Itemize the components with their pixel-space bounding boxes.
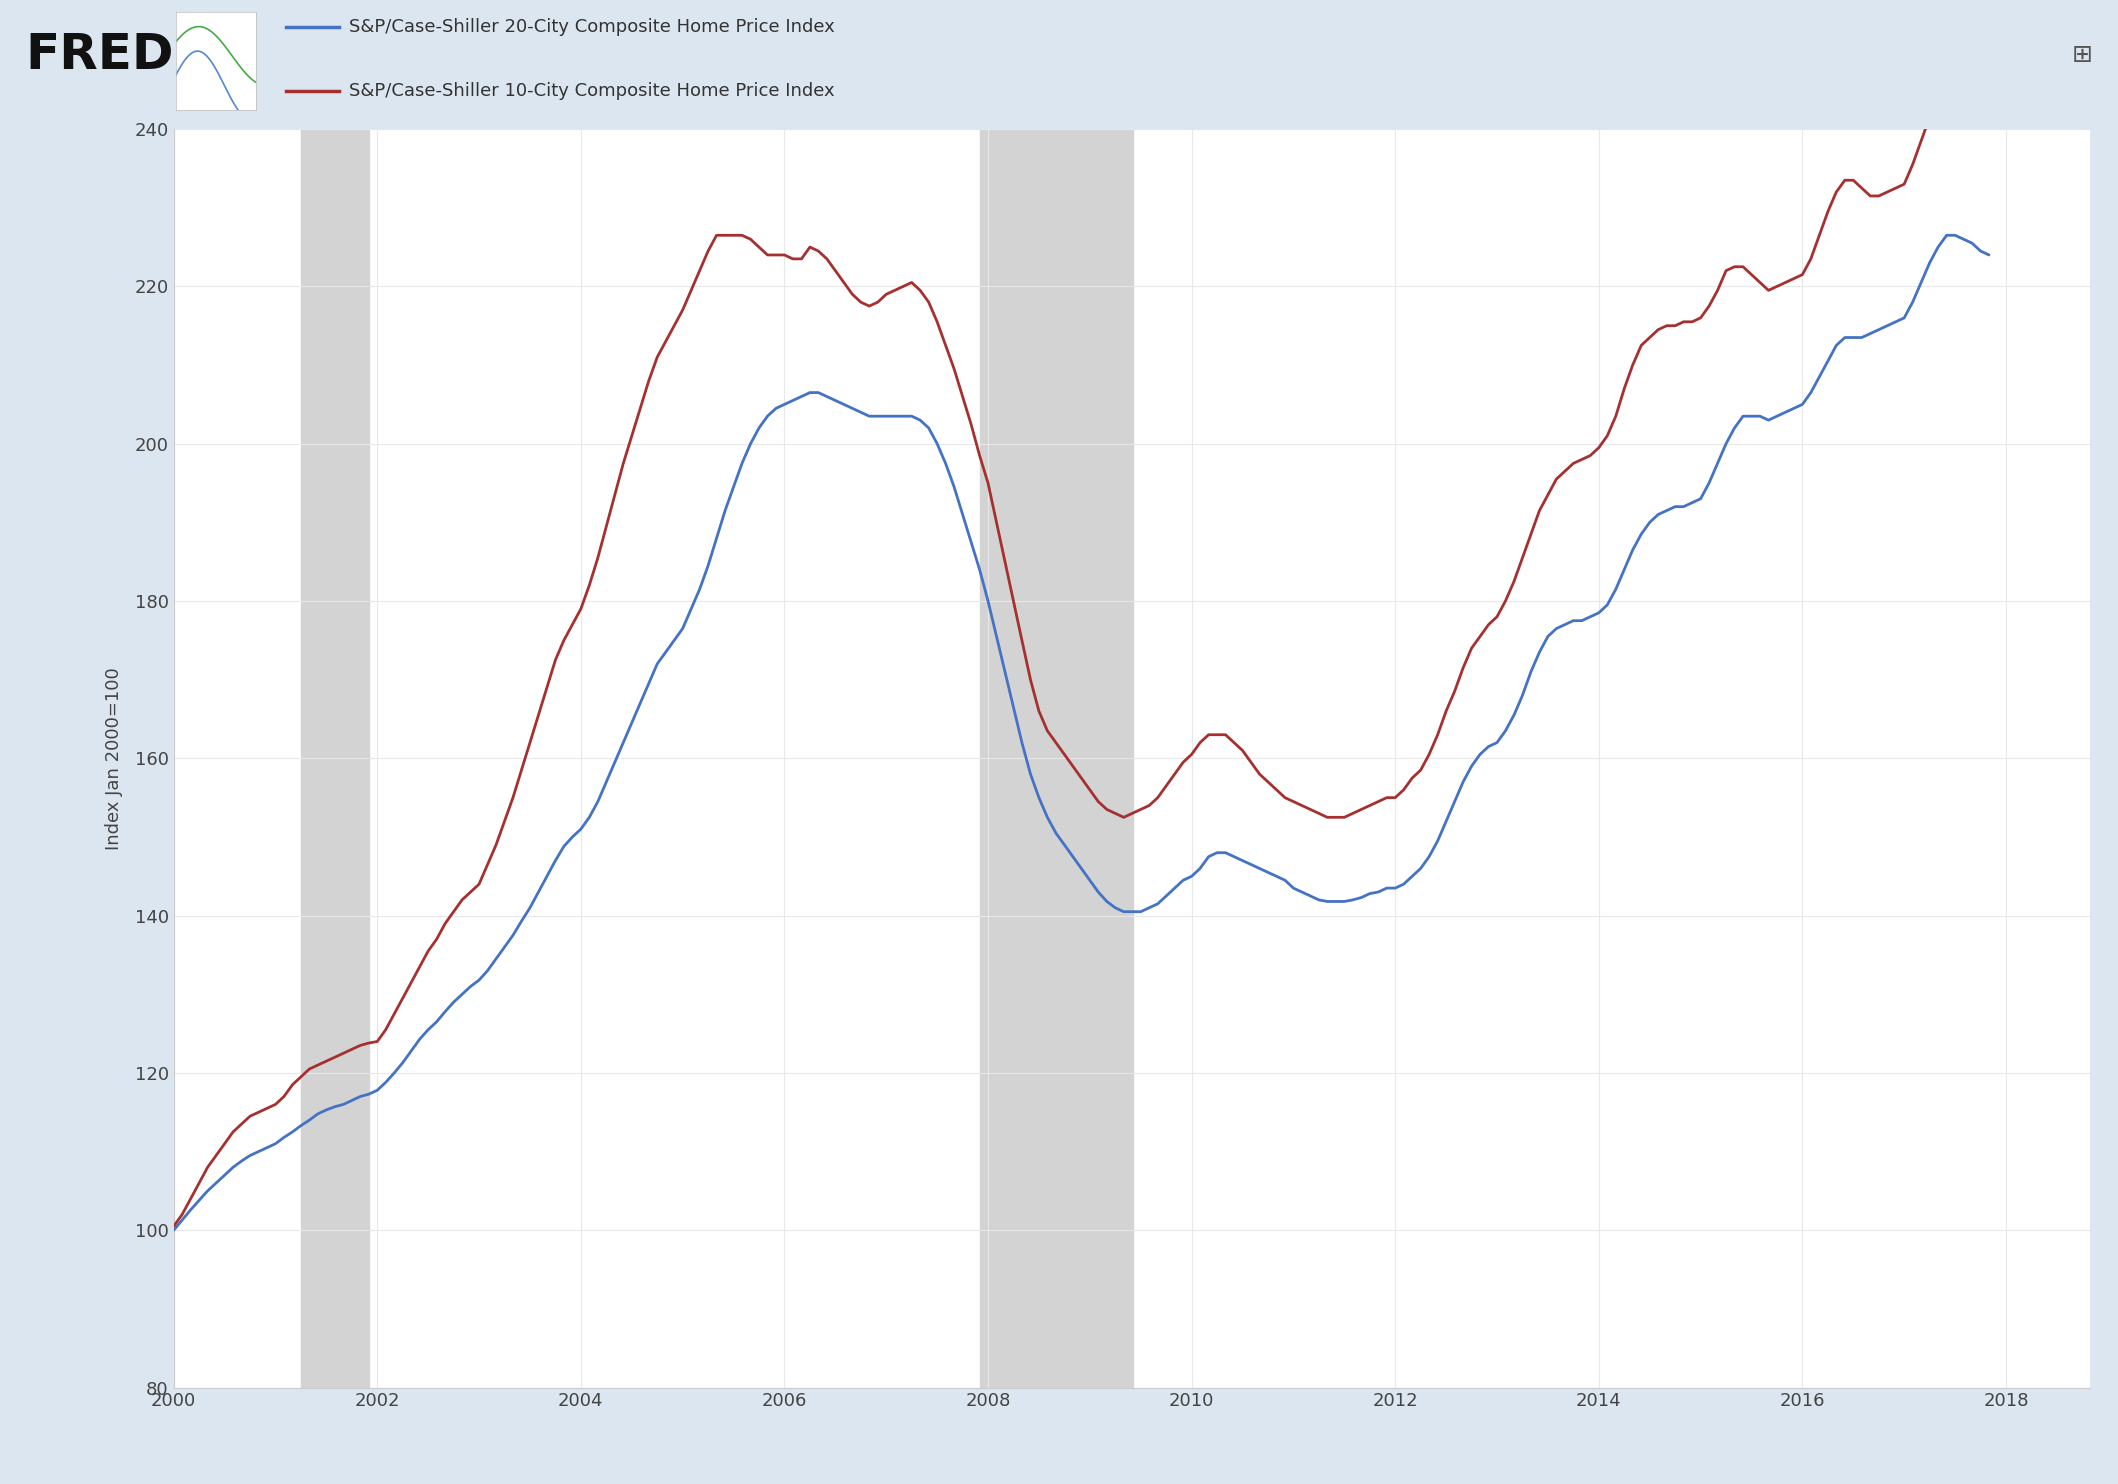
Y-axis label: Index Jan 2000=100: Index Jan 2000=100: [106, 666, 123, 850]
Text: ⊞: ⊞: [2071, 43, 2093, 67]
Text: S&P/Case-Shiller 20-City Composite Home Price Index: S&P/Case-Shiller 20-City Composite Home …: [349, 18, 834, 36]
Text: FRED: FRED: [25, 31, 174, 79]
Text: S&P/Case-Shiller 10-City Composite Home Price Index: S&P/Case-Shiller 10-City Composite Home …: [349, 82, 834, 101]
Bar: [301, 129, 369, 1388]
Bar: [981, 129, 1133, 1388]
